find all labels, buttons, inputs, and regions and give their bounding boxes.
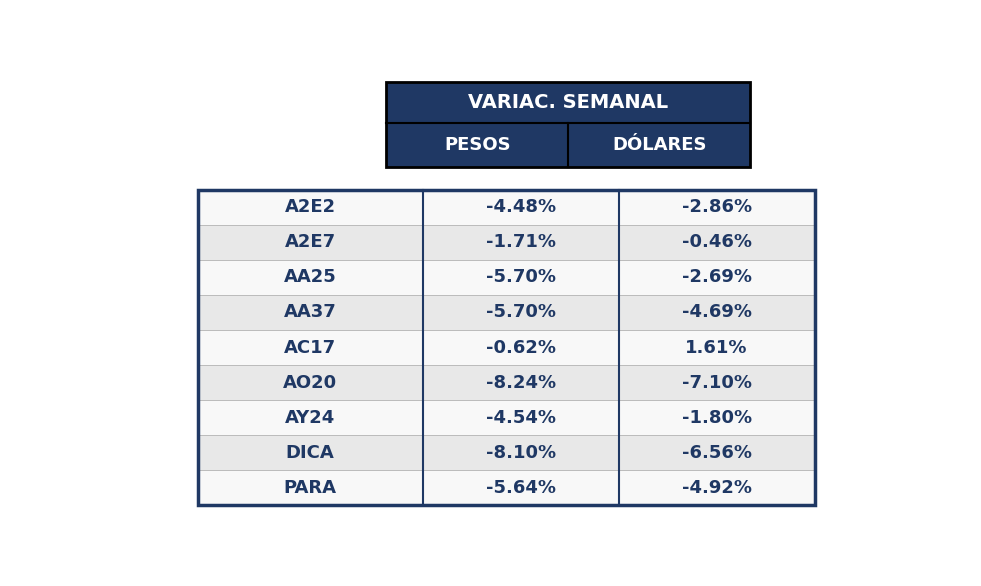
Text: -4.48%: -4.48%	[486, 198, 555, 216]
Text: -6.56%: -6.56%	[682, 444, 751, 462]
Bar	[198, 295, 814, 330]
Text: AY24: AY24	[285, 408, 336, 427]
Text: A2E2: A2E2	[284, 198, 336, 216]
Text: -4.54%: -4.54%	[486, 408, 555, 427]
Text: VARIAC. SEMANAL: VARIAC. SEMANAL	[468, 93, 668, 112]
Text: -1.80%: -1.80%	[682, 408, 751, 427]
Text: PESOS: PESOS	[443, 135, 510, 154]
Text: A2E7: A2E7	[284, 233, 336, 251]
Text: -1.71%: -1.71%	[486, 233, 555, 251]
Text: -2.69%: -2.69%	[682, 268, 751, 287]
Text: PARA: PARA	[284, 479, 336, 497]
Bar	[198, 365, 814, 400]
Text: -0.46%: -0.46%	[682, 233, 751, 251]
Text: -7.10%: -7.10%	[682, 374, 751, 391]
Text: -2.86%: -2.86%	[682, 198, 751, 216]
Bar	[198, 471, 814, 505]
Text: -4.92%: -4.92%	[682, 479, 751, 497]
Bar	[198, 190, 814, 225]
Bar	[198, 330, 814, 365]
Text: 1.61%: 1.61%	[686, 339, 748, 356]
Bar	[198, 435, 814, 471]
Bar	[387, 82, 750, 166]
Bar	[198, 260, 814, 295]
Text: -8.10%: -8.10%	[486, 444, 555, 462]
Text: DÓLARES: DÓLARES	[612, 135, 706, 154]
Bar	[198, 400, 814, 435]
Text: AA37: AA37	[284, 304, 336, 322]
Text: AA25: AA25	[284, 268, 336, 287]
Text: AO20: AO20	[284, 374, 337, 391]
Text: -5.64%: -5.64%	[486, 479, 555, 497]
Bar	[198, 190, 814, 505]
Text: -8.24%: -8.24%	[486, 374, 555, 391]
Bar	[198, 225, 814, 260]
Text: DICA: DICA	[285, 444, 335, 462]
Text: -5.70%: -5.70%	[486, 304, 555, 322]
Text: -0.62%: -0.62%	[486, 339, 555, 356]
Text: -5.70%: -5.70%	[486, 268, 555, 287]
Text: -4.69%: -4.69%	[682, 304, 751, 322]
Text: AC17: AC17	[284, 339, 336, 356]
